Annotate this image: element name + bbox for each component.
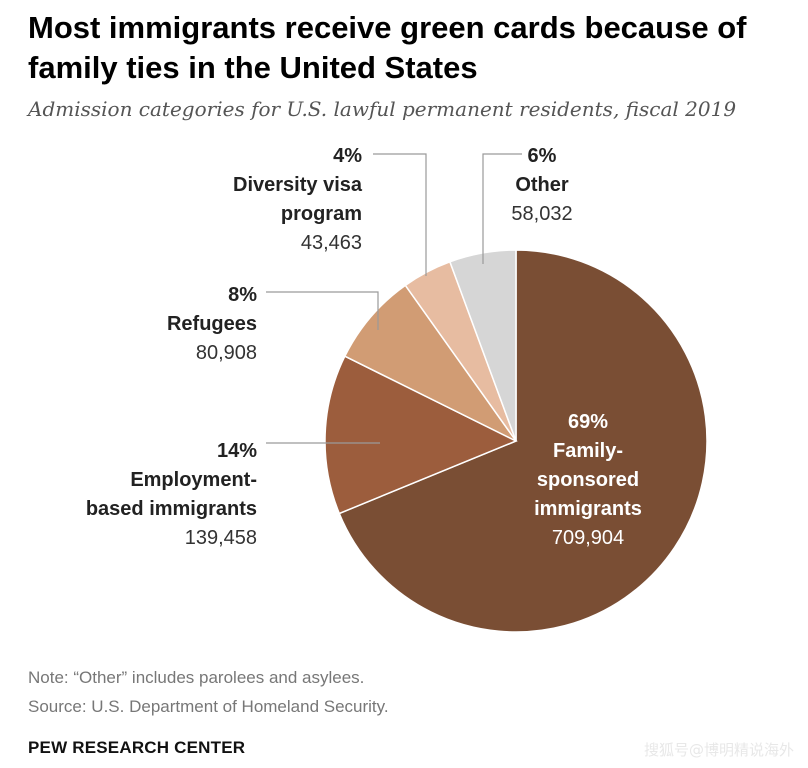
leader-line-other	[482, 153, 522, 264]
pie-slice-refugees	[343, 284, 517, 442]
slice-label-employment-name: based immigrants	[86, 498, 257, 520]
slice-label-other-name: Other	[515, 174, 569, 196]
slice-label-other-pct: 6%	[528, 145, 557, 167]
slice-label-family-name: immigrants	[534, 498, 642, 520]
pie-slices	[324, 249, 708, 633]
chart-title: Most immigrants receive green cards beca…	[28, 10, 747, 85]
slice-label-refugees-count: 80,908	[196, 342, 257, 364]
slice-label-refugees-name: Refugees	[167, 313, 257, 335]
leader-line-refugees	[266, 291, 379, 330]
slice-label-employment-pct: 14%	[217, 440, 257, 462]
slice-label-family-pct: 69%	[568, 411, 608, 433]
slice-label-diversity: 4% Diversity visa program 43,463	[233, 145, 363, 254]
slice-label-refugees: 8% Refugees 80,908	[167, 284, 257, 364]
pie-slice-employment	[324, 355, 518, 515]
slice-label-refugees-pct: 8%	[228, 284, 257, 306]
slice-label-family-count: 709,904	[552, 527, 624, 549]
slice-label-family-name: Family-	[553, 440, 623, 462]
slice-label-employment: 14% Employment-based immigrants 139,458	[86, 440, 257, 549]
slice-label-diversity-count: 43,463	[301, 232, 362, 254]
slice-label-other: 6% Other 58,032	[511, 145, 572, 225]
slice-label-diversity-name: program	[281, 203, 362, 225]
slice-label-diversity-name: Diversity visa	[233, 174, 363, 196]
slice-label-diversity-pct: 4%	[333, 145, 362, 167]
slice-label-employment-name: Employment-	[130, 469, 257, 491]
pie-slice-family	[338, 249, 708, 633]
chart-source: Source: U.S. Department of Homeland Secu…	[28, 697, 389, 716]
slice-label-family-name: sponsored	[537, 469, 639, 491]
slice-labels: 69% Family-sponsored immigrants 709,904 14% E…	[86, 145, 642, 549]
chart-subtitle: Admission categories for U.S. lawful per…	[28, 97, 737, 121]
footer-brand: PEW RESEARCH CENTER	[28, 738, 246, 757]
chart-note: Note: “Other” includes parolees and asyl…	[28, 668, 365, 687]
slice-label-other-count: 58,032	[511, 203, 572, 225]
leader-lines	[266, 153, 522, 444]
watermark: 搜狐号@博明精说海外	[643, 741, 794, 759]
slice-label-family: 69% Family-sponsored immigrants 709,904	[534, 411, 642, 549]
slice-label-employment-count: 139,458	[185, 527, 257, 549]
leader-line-diversity	[373, 153, 427, 276]
